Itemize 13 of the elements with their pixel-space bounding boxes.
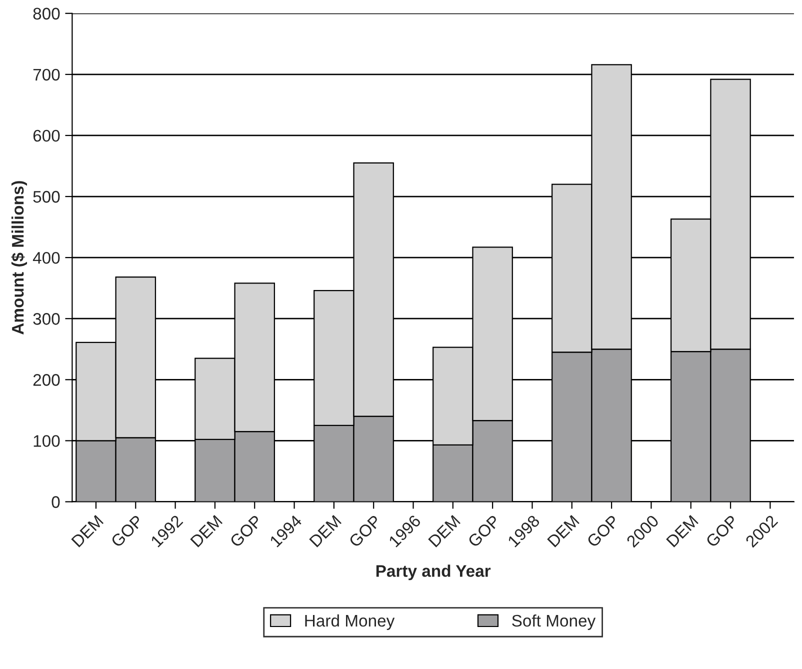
y-tick-label: 500 xyxy=(33,190,60,203)
y-tick-label: 800 xyxy=(33,8,60,20)
y-tick-label: 200 xyxy=(33,374,60,386)
legend-label: Soft Money xyxy=(512,614,596,630)
legend-label: Hard Money xyxy=(305,614,395,630)
y-tick-label: 700 xyxy=(33,68,60,81)
y-tick-label: 600 xyxy=(33,130,60,142)
y-tick-label: 300 xyxy=(33,313,60,325)
x-axis-title: Party and Year xyxy=(376,564,491,580)
y-tick-label: 0 xyxy=(52,496,60,508)
y-tick-label: 400 xyxy=(32,252,60,264)
y-tick-label: 100 xyxy=(34,435,60,447)
y-axis-title: Amount ($ Millions) xyxy=(11,181,28,334)
